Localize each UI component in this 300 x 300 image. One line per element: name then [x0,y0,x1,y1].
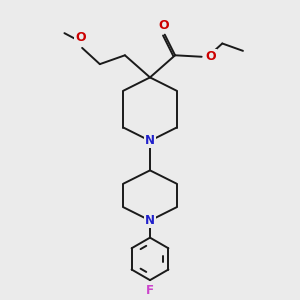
Text: N: N [145,214,155,227]
Text: O: O [158,19,169,32]
Text: F: F [146,284,154,297]
Text: N: N [145,134,155,147]
Text: O: O [205,50,216,63]
Text: O: O [75,32,86,44]
